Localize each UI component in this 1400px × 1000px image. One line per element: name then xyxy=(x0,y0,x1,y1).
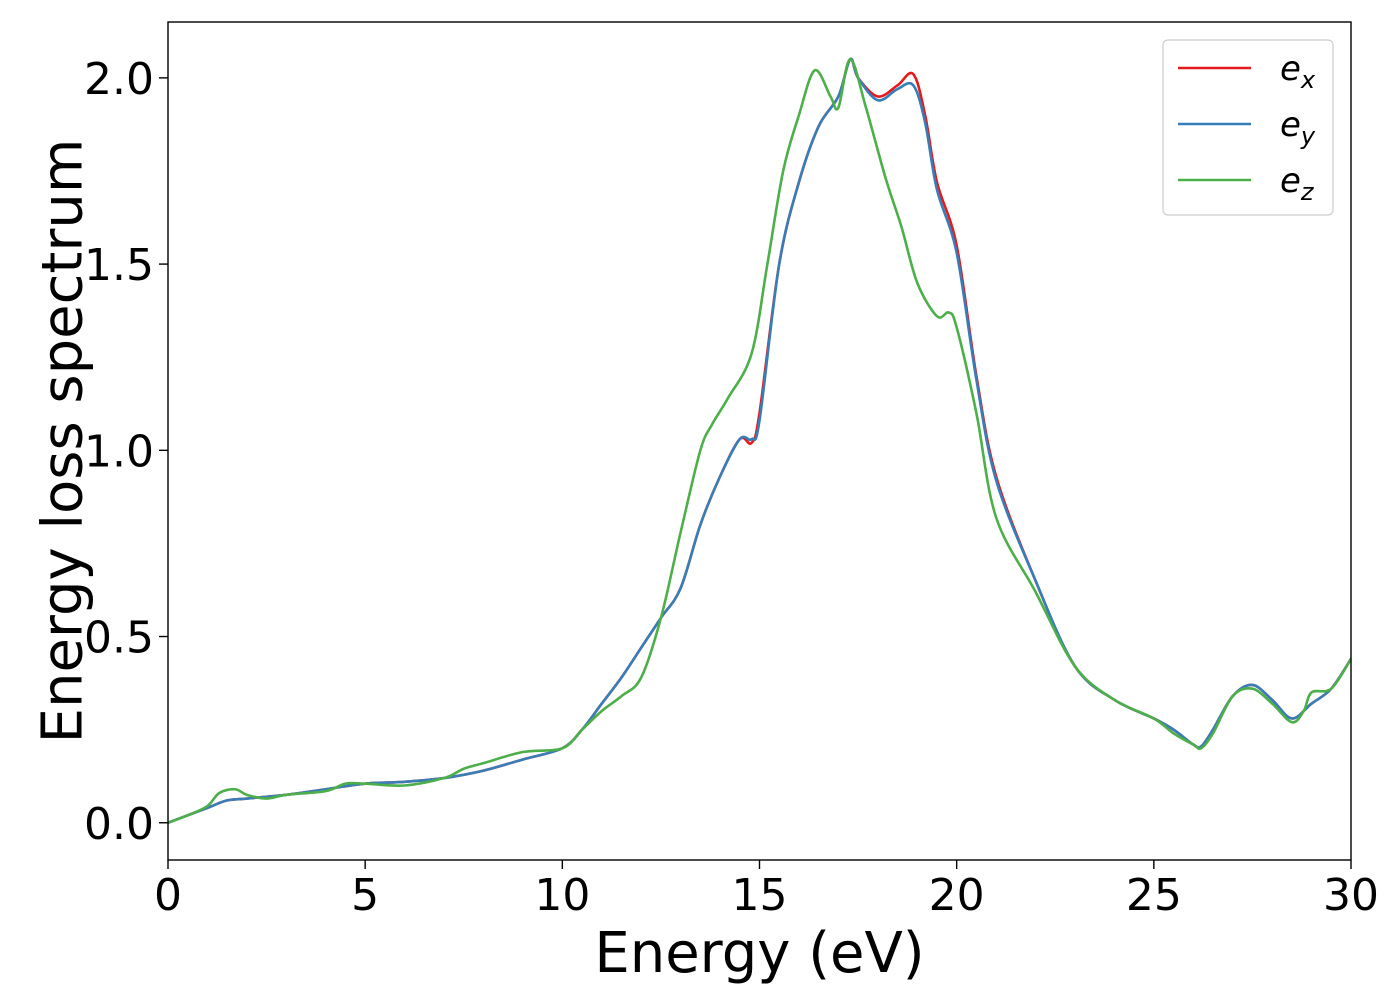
x-tick-label: 30 xyxy=(1323,870,1379,921)
legend-label-subscript: y xyxy=(1300,122,1316,150)
series-layer xyxy=(168,57,1351,825)
y-tick-label: 2.0 xyxy=(84,54,154,105)
legend-label-subscript: z xyxy=(1300,178,1315,206)
x-tick-label: 20 xyxy=(929,870,985,921)
legend-label-main: e xyxy=(1280,105,1301,145)
series-line-e-z xyxy=(168,57,1351,825)
legend-label-e-y: ey xyxy=(1280,105,1316,150)
legend-box xyxy=(1162,39,1334,216)
y-tick-label: 0.5 xyxy=(84,613,154,664)
y-tick-label: 1.0 xyxy=(84,426,154,477)
y-tick-label: 1.5 xyxy=(84,240,154,291)
y-axis-ticks: 0.0 0.5 1.0 1.5 2.0 xyxy=(84,54,168,850)
legend-label-e-z: ez xyxy=(1280,161,1315,206)
legend-label-e-x: ex xyxy=(1280,49,1316,94)
y-tick-label: 0.0 xyxy=(84,799,154,850)
x-tick-label: 10 xyxy=(534,870,590,921)
legend-label-subscript: x xyxy=(1300,66,1316,94)
y-axis-title: Energy loss spectrum xyxy=(31,139,96,744)
x-tick-label: 0 xyxy=(154,870,182,921)
legend-label-main: e xyxy=(1280,161,1301,201)
legend-label-main: e xyxy=(1280,49,1301,89)
x-tick-label: 25 xyxy=(1126,870,1182,921)
x-tick-label: 15 xyxy=(732,870,788,921)
x-axis-title: Energy (eV) xyxy=(594,921,924,986)
x-axis-ticks: 0 5 10 15 20 25 30 xyxy=(154,860,1379,921)
x-tick-label: 5 xyxy=(351,870,379,921)
